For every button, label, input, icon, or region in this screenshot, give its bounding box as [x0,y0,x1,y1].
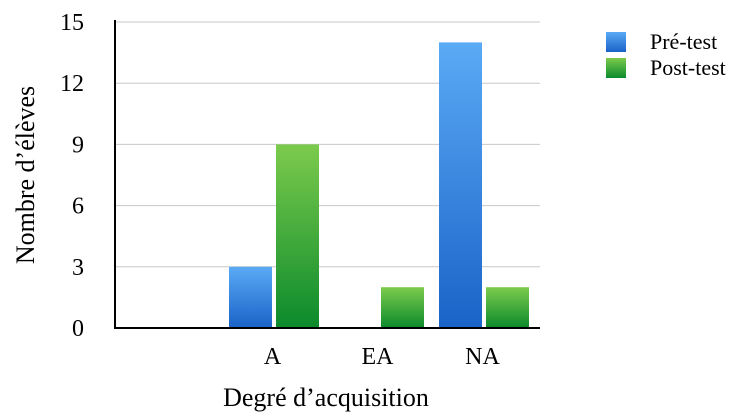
bar-1-NA [486,287,529,328]
y-tick-label-9: 9 [72,132,84,158]
y-tick-label-6: 6 [72,194,84,220]
legend: Pré-test Post-test [606,29,726,81]
bar-1-EA [381,287,424,328]
legend-label-pre-test: Pré-test [650,29,718,54]
y-tick-label-3: 3 [72,255,84,281]
x-axis-label: Degré d’acquisition [223,383,429,412]
y-tick-label-15: 15 [60,10,84,36]
y-tick-label-0: 0 [72,316,84,342]
legend-swatch-pre-test [606,32,626,52]
y-tick-label-12: 12 [60,71,84,97]
y-axis-label: Nombre d’élèves [11,86,40,264]
bars [229,42,529,329]
legend-item-post-test: Post-test [606,55,726,81]
bar-1-A [276,144,319,328]
axes [114,20,540,329]
bar-0-A [229,266,272,328]
legend-swatch-post-test [606,58,626,78]
tick-labels: 0 3 6 9 12 15 A EA NA [60,10,500,370]
x-tick-label-EA: EA [362,344,395,370]
legend-item-pre-test: Pré-test [606,29,726,55]
bar-0-NA [439,42,482,329]
x-tick-label-A: A [264,344,282,370]
legend-label-post-test: Post-test [650,55,726,80]
x-tick-label-NA: NA [465,344,500,370]
